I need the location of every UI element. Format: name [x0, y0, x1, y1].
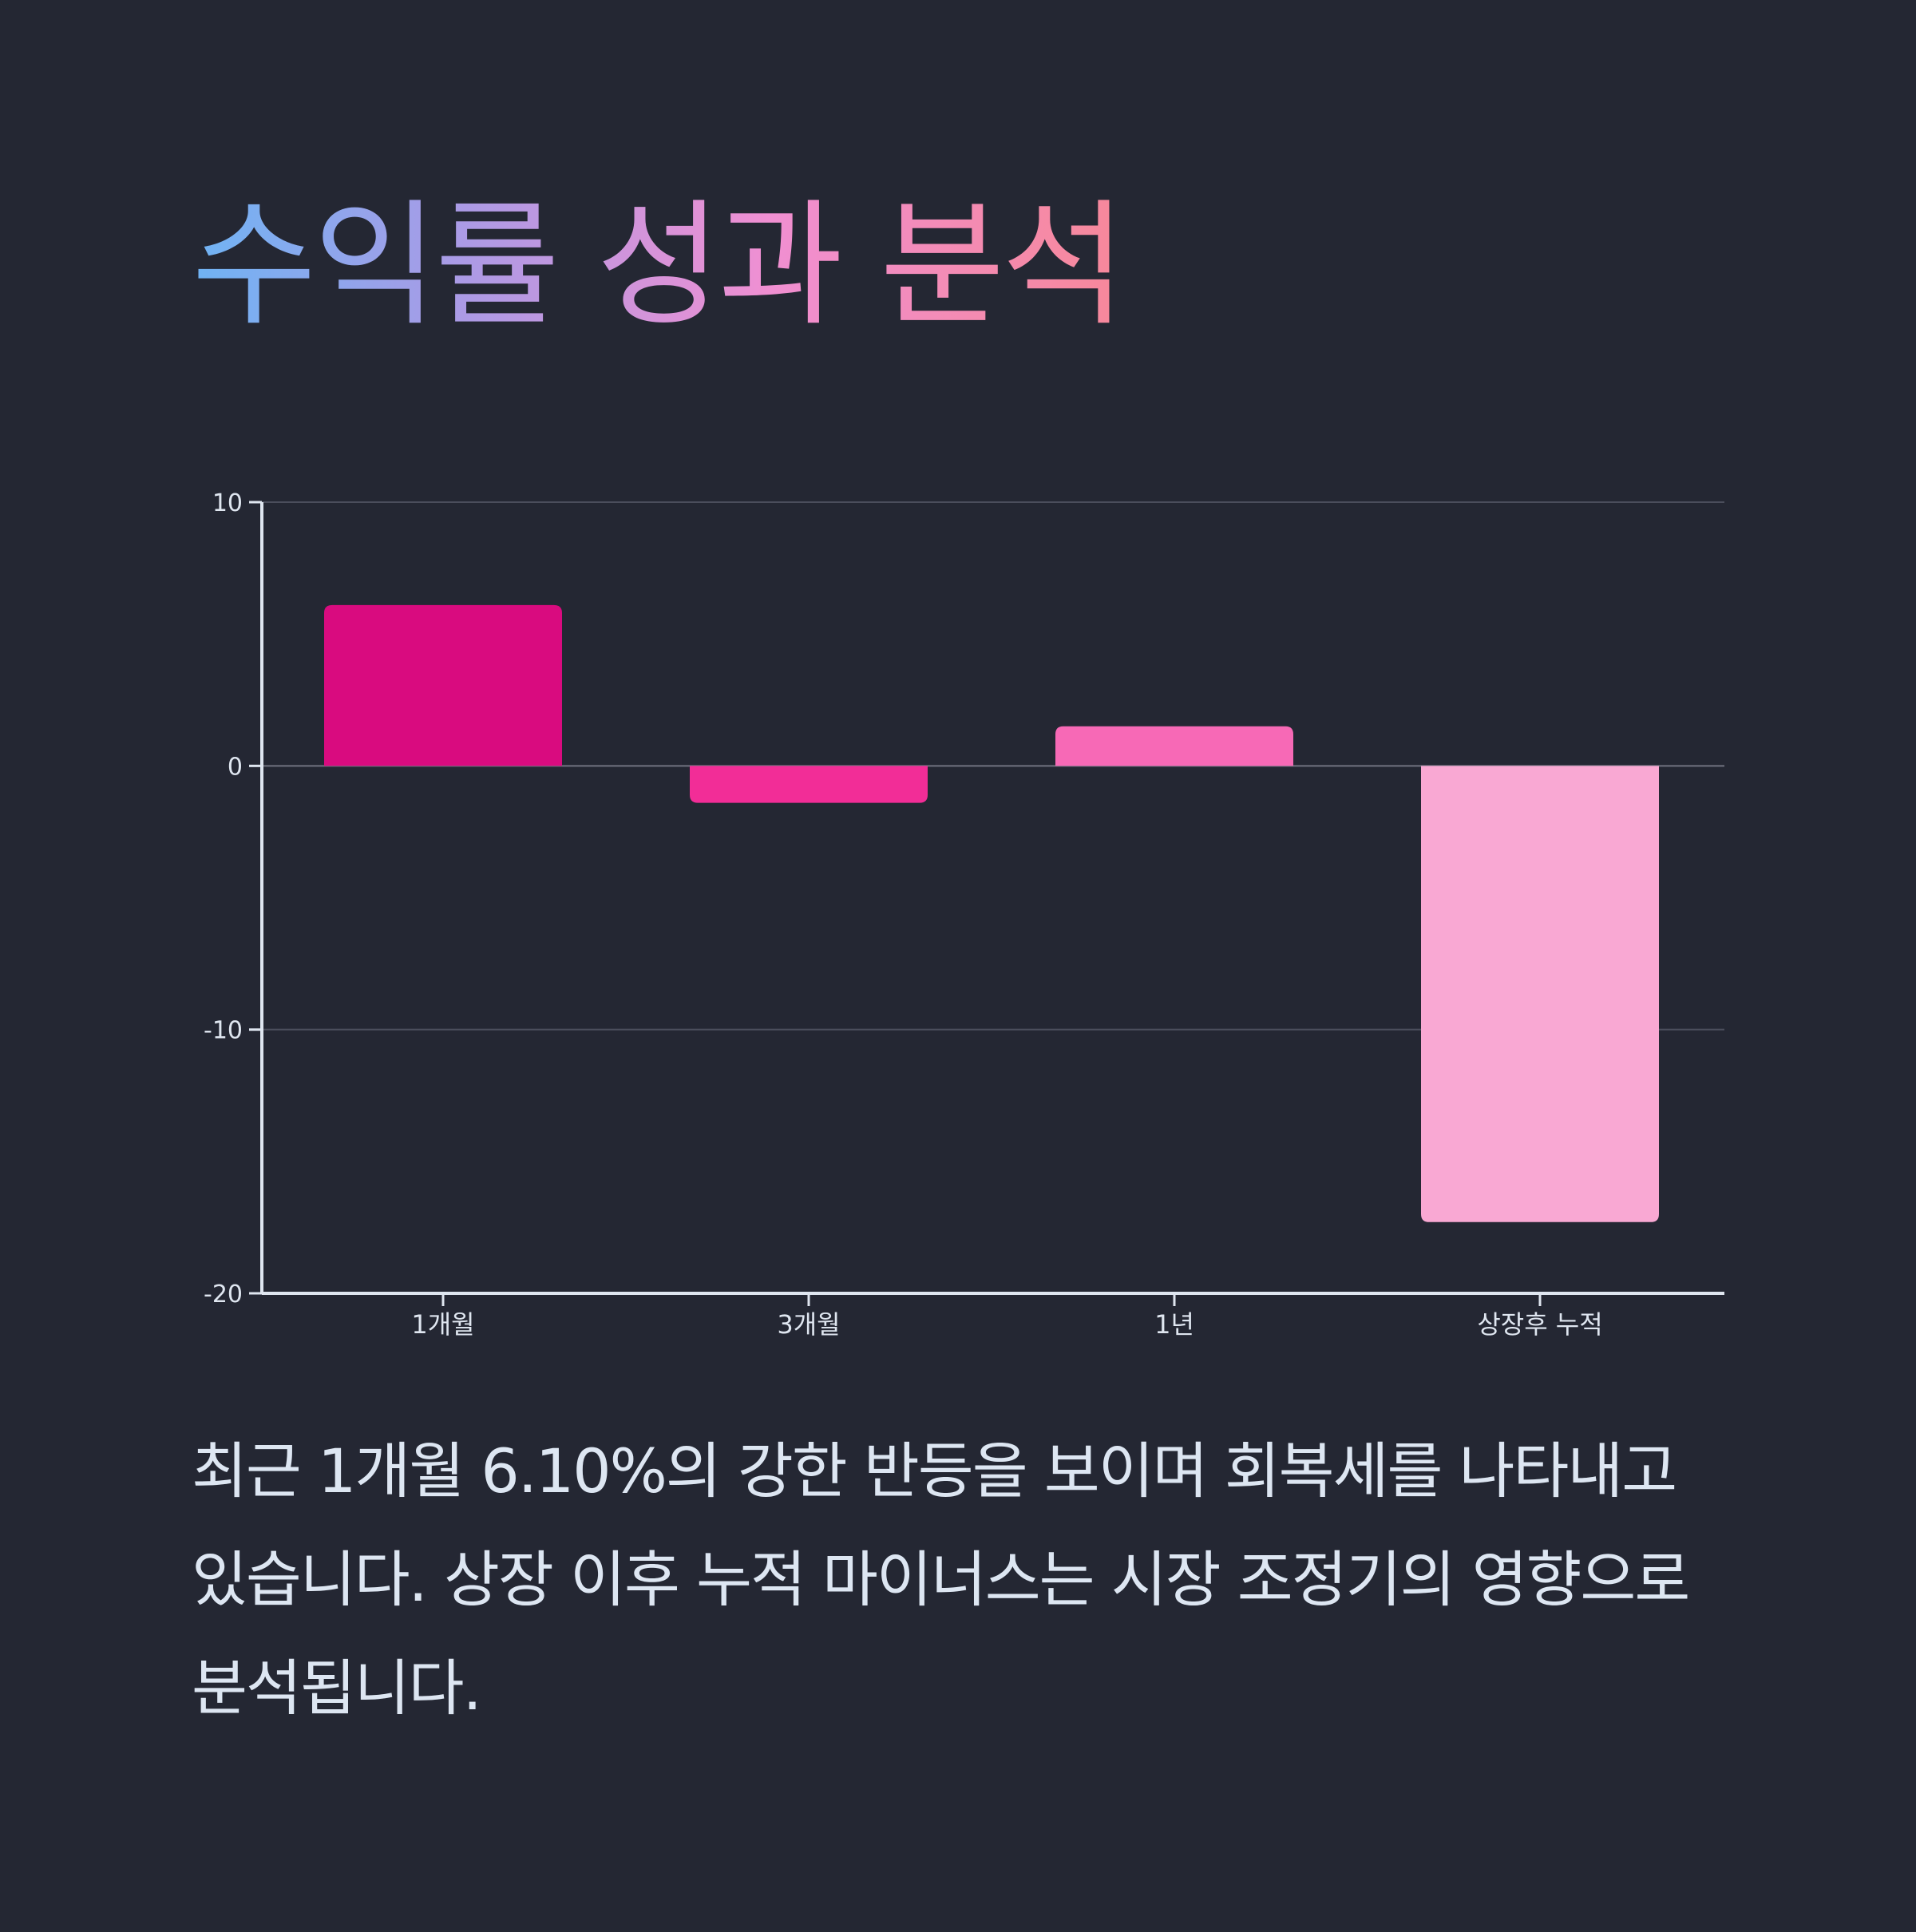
bars [324, 604, 1659, 1222]
page-title: 수익률 성과 분석 [192, 187, 1126, 345]
x-tick-label: 상장후 누적 [1477, 1309, 1602, 1340]
x-tick-label: 1년 [1154, 1309, 1194, 1340]
return-bar-chart: 10 0 -10 -20 1개월 3개월 1년 상장후 누적 [204, 489, 1724, 1340]
axes: 10 0 -10 -20 1개월 3개월 1년 상장후 누적 [204, 489, 1724, 1340]
y-tick-label: 10 [212, 489, 243, 517]
x-tick-label: 1개월 [411, 1309, 474, 1340]
summary-text: 최근 1개월 6.10%의 강한 반등을 보이며 회복세를 나타내고 있습니다.… [192, 1435, 1690, 1724]
y-tick-label: 0 [228, 753, 243, 781]
y-tick-label: -20 [204, 1281, 243, 1308]
bar-3 [1055, 726, 1293, 766]
bar-1 [324, 604, 562, 766]
bar-2 [690, 766, 928, 803]
y-tick-label: -10 [204, 1017, 243, 1045]
bar-4 [1421, 766, 1659, 1222]
x-tick-label: 3개월 [777, 1309, 840, 1340]
